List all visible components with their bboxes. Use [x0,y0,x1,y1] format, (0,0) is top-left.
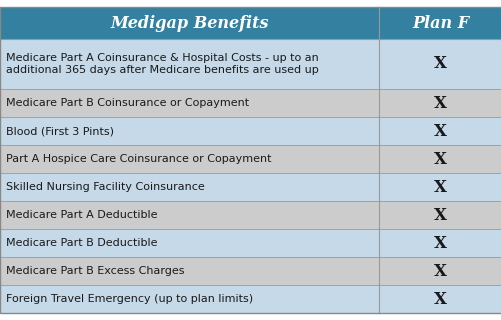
Text: Skilled Nursing Facility Coinsurance: Skilled Nursing Facility Coinsurance [6,182,204,192]
Text: X: X [433,179,446,196]
Bar [378,89,501,117]
Text: Medicare Part A Coinsurance & Hospital Costs - up to an
additional 365 days afte: Medicare Part A Coinsurance & Hospital C… [6,52,318,76]
Bar [0,229,378,257]
Bar [378,39,501,89]
Bar [0,117,378,145]
Text: Plan F: Plan F [411,14,468,31]
Text: X: X [433,206,446,223]
Text: Medicare Part B Excess Charges: Medicare Part B Excess Charges [6,266,184,276]
Text: X: X [433,55,446,73]
Bar [0,39,378,89]
Bar [0,145,378,173]
Bar [378,285,501,313]
Bar [378,173,501,201]
Bar [378,229,501,257]
Bar [378,201,501,229]
Bar [0,89,378,117]
Text: Medicare Part A Deductible: Medicare Part A Deductible [6,210,157,220]
Bar [378,7,501,39]
Text: Part A Hospice Care Coinsurance or Copayment: Part A Hospice Care Coinsurance or Copay… [6,154,271,164]
Text: X: X [433,291,446,308]
Text: Foreign Travel Emergency (up to plan limits): Foreign Travel Emergency (up to plan lim… [6,294,253,304]
Bar [0,7,378,39]
Bar [0,173,378,201]
Text: X: X [433,150,446,167]
Bar [0,285,378,313]
Bar [0,201,378,229]
Bar [0,257,378,285]
Text: X: X [433,262,446,279]
Text: X: X [433,235,446,252]
Bar [378,145,501,173]
Bar [378,257,501,285]
Text: X: X [433,123,446,140]
Text: Medicare Part B Deductible: Medicare Part B Deductible [6,238,157,248]
Bar [378,117,501,145]
Text: Medicare Part B Coinsurance or Copayment: Medicare Part B Coinsurance or Copayment [6,98,248,108]
Text: Blood (First 3 Pints): Blood (First 3 Pints) [6,126,114,136]
Text: Medigap Benefits: Medigap Benefits [110,14,268,31]
Text: X: X [433,94,446,111]
